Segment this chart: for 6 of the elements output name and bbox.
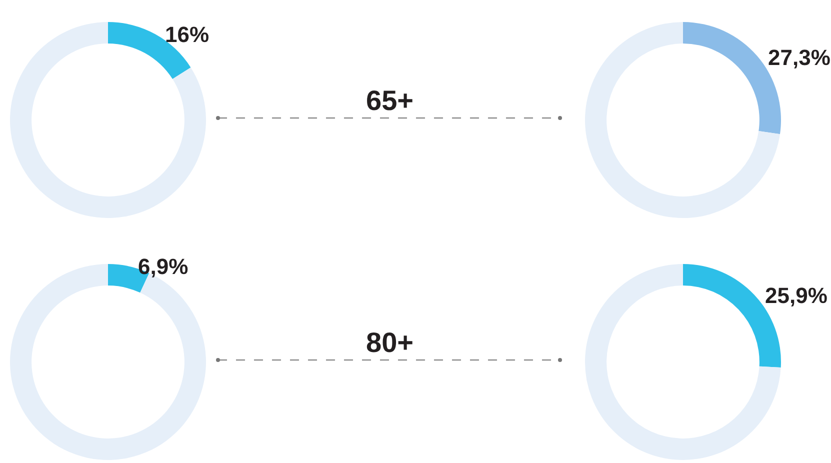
text: 80+ bbox=[366, 327, 414, 358]
data-label: 25,9% bbox=[765, 283, 828, 308]
data-label: 6,9% bbox=[138, 254, 188, 279]
data-label: 16% bbox=[165, 22, 210, 47]
data-label: 27,3% bbox=[768, 45, 830, 70]
text: 65+ bbox=[366, 85, 414, 116]
